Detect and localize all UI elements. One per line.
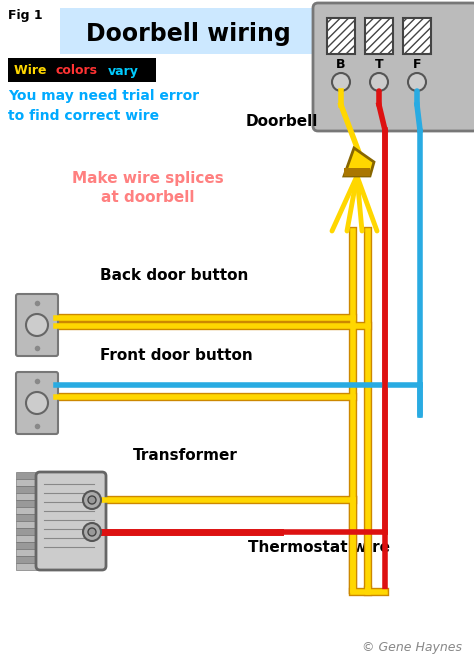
Bar xyxy=(16,542,46,549)
Bar xyxy=(16,563,46,570)
Text: Doorbell: Doorbell xyxy=(246,114,318,130)
Text: Wire: Wire xyxy=(14,64,51,78)
Bar xyxy=(327,18,355,54)
Text: to find correct wire: to find correct wire xyxy=(8,109,159,123)
Polygon shape xyxy=(344,168,370,176)
Bar xyxy=(16,472,46,479)
Circle shape xyxy=(332,73,350,91)
Circle shape xyxy=(26,392,48,414)
Text: Fig 1: Fig 1 xyxy=(8,9,43,22)
Bar xyxy=(8,58,156,82)
Bar xyxy=(16,556,46,563)
Bar xyxy=(16,535,46,542)
FancyBboxPatch shape xyxy=(16,372,58,434)
Bar xyxy=(365,18,393,54)
Text: B: B xyxy=(336,59,346,72)
Text: Transformer: Transformer xyxy=(133,447,238,463)
Circle shape xyxy=(26,314,48,336)
Text: vary: vary xyxy=(108,64,139,78)
Circle shape xyxy=(83,491,101,509)
Circle shape xyxy=(83,523,101,541)
Bar xyxy=(16,514,46,521)
Bar xyxy=(16,500,46,507)
Bar xyxy=(16,521,46,528)
Circle shape xyxy=(408,73,426,91)
Text: at doorbell: at doorbell xyxy=(101,191,195,205)
Circle shape xyxy=(88,528,96,536)
Text: colors: colors xyxy=(56,64,98,78)
FancyBboxPatch shape xyxy=(16,294,58,356)
Text: Back door button: Back door button xyxy=(100,268,248,282)
Bar xyxy=(60,8,315,54)
Polygon shape xyxy=(344,148,374,176)
Bar xyxy=(16,479,46,486)
Text: T: T xyxy=(374,59,383,72)
Bar xyxy=(16,549,46,556)
Circle shape xyxy=(370,73,388,91)
Bar xyxy=(16,493,46,500)
FancyBboxPatch shape xyxy=(36,472,106,570)
Text: F: F xyxy=(413,59,421,72)
Text: Make wire splices: Make wire splices xyxy=(72,170,224,186)
FancyBboxPatch shape xyxy=(313,3,474,131)
Bar xyxy=(16,528,46,535)
Text: © Gene Haynes: © Gene Haynes xyxy=(362,642,462,655)
Bar xyxy=(16,486,46,493)
Bar xyxy=(403,18,431,54)
Circle shape xyxy=(88,496,96,504)
Text: You may need trial error: You may need trial error xyxy=(8,89,199,103)
Text: Front door button: Front door button xyxy=(100,347,253,363)
Text: Doorbell wiring: Doorbell wiring xyxy=(86,22,291,46)
Bar xyxy=(16,507,46,514)
Text: Thermostat wire: Thermostat wire xyxy=(248,540,390,555)
